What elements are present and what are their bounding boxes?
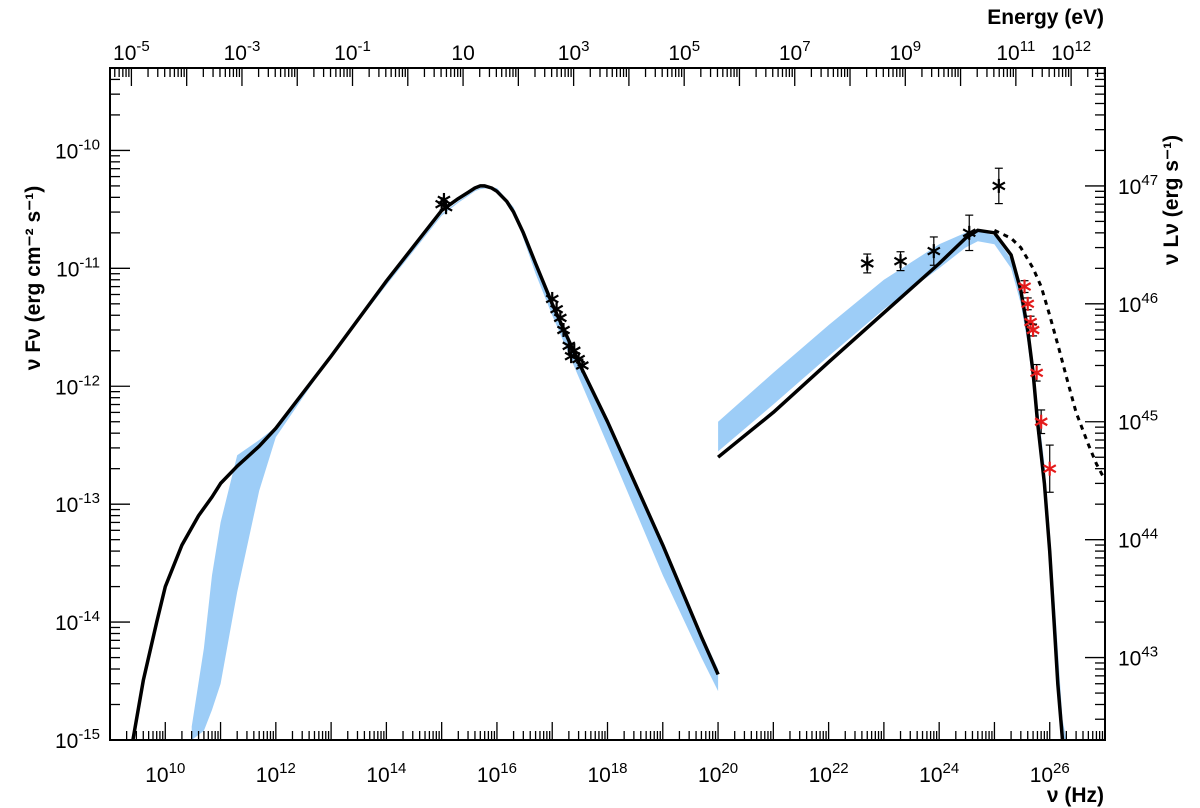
marker-stroke	[545, 294, 559, 304]
observed-data-point	[992, 167, 1006, 205]
marker-stroke	[567, 346, 581, 356]
observed-data-point	[545, 291, 559, 306]
marker-stroke	[575, 361, 589, 370]
tev-data-point	[1034, 409, 1048, 435]
observed-data-point	[553, 310, 567, 325]
x2-tick-label: 107	[779, 38, 811, 65]
y2-tick-label: 1043	[1118, 644, 1158, 671]
inverse-compton-model-curve	[716, 228, 1065, 740]
observed-data-point	[860, 253, 874, 274]
tev-data-point	[1017, 279, 1032, 294]
x2-tick-label: 103	[558, 38, 590, 65]
observed-data-point	[437, 192, 451, 207]
x-tick-label: 1016	[477, 760, 517, 787]
x-tick-label: 1026	[1030, 760, 1070, 787]
observed-data-point	[575, 358, 589, 373]
y-tick-label: 10-14	[55, 608, 100, 635]
axis-ticks	[109, 67, 1106, 741]
observed-data-point	[927, 236, 941, 266]
x2-tick-label: 10	[451, 42, 474, 65]
marker-stroke	[437, 195, 451, 205]
y-tick-label: 10-15	[55, 726, 100, 753]
tev-data-point	[1043, 444, 1057, 493]
x-tick-label: 1010	[145, 760, 185, 787]
observed-data-point	[962, 214, 976, 252]
observed-data-point	[439, 200, 453, 215]
x-tick-label: 1014	[366, 760, 406, 787]
observed-data-point	[556, 322, 571, 337]
tev-data-point	[1026, 322, 1040, 337]
tev-data-point	[1030, 363, 1044, 382]
x-tick-label: 1018	[587, 760, 627, 787]
x2-tick-label: 10-1	[334, 38, 371, 65]
marker-stroke	[556, 325, 571, 335]
inverse-compton-band	[718, 230, 1067, 740]
marker-stroke	[1034, 417, 1048, 427]
marker-stroke	[1017, 282, 1032, 292]
marker-stroke	[562, 341, 576, 351]
marker-stroke	[992, 181, 1006, 191]
observed-data-point	[562, 338, 576, 353]
x2-tick-label: 105	[668, 38, 700, 65]
marker-stroke	[860, 259, 874, 268]
y2-tick-label: 1047	[1118, 172, 1158, 199]
plot-frame	[109, 67, 1106, 741]
x-tick-label: 1012	[256, 760, 296, 787]
axis-tick-labels: 1010 1012 1014 1016 1018 1020 1022 1024 1026 10-1…	[55, 38, 1158, 787]
tev-data-point	[1021, 296, 1035, 311]
y-tick-label: 10-10	[55, 136, 100, 163]
marker-stroke	[553, 313, 567, 323]
marker-stroke	[1030, 368, 1044, 378]
intrinsic-model-dashed-curve	[993, 228, 1105, 481]
x-axis-label: ν (Hz)	[1047, 784, 1104, 807]
x2-tick-label: 1012	[1051, 38, 1091, 65]
y-tick-label: 10-11	[56, 254, 100, 281]
y-axis-label: ν Fν (erg cm⁻² s⁻¹)	[22, 186, 45, 370]
synchrotron-band	[191, 187, 719, 740]
marker-stroke	[1043, 464, 1057, 474]
marker-stroke	[439, 202, 453, 212]
marker-stroke	[893, 256, 908, 266]
model-bands	[191, 187, 1067, 740]
marker-stroke	[962, 228, 976, 238]
y-tick-label: 10-12	[55, 372, 100, 399]
marker-stroke	[927, 246, 941, 256]
x2-tick-label: 1011	[996, 38, 1035, 65]
y2-tick-label: 1044	[1118, 526, 1158, 553]
x2-tick-label: 10-3	[224, 38, 261, 65]
y2-axis-label: ν Lν (erg s⁻¹)	[1160, 135, 1183, 265]
x-tick-label: 1022	[809, 760, 849, 787]
x-tick-label: 1020	[698, 760, 738, 787]
x2-axis-label: Energy (eV)	[987, 6, 1104, 29]
y2-tick-label: 1045	[1118, 408, 1158, 435]
x-tick-label: 1024	[919, 760, 959, 787]
marker-stroke	[1021, 299, 1035, 309]
marker-stroke	[1023, 317, 1038, 327]
marker-stroke	[571, 354, 586, 364]
observed-data-point	[893, 251, 908, 272]
x2-tick-label: 10-5	[113, 38, 150, 65]
y2-tick-label: 1046	[1118, 290, 1158, 317]
data-points	[435, 167, 1057, 493]
y-tick-label: 10-13	[55, 490, 100, 517]
x2-tick-label: 109	[889, 38, 921, 65]
marker-stroke	[549, 304, 564, 314]
marker-stroke	[1026, 325, 1040, 335]
